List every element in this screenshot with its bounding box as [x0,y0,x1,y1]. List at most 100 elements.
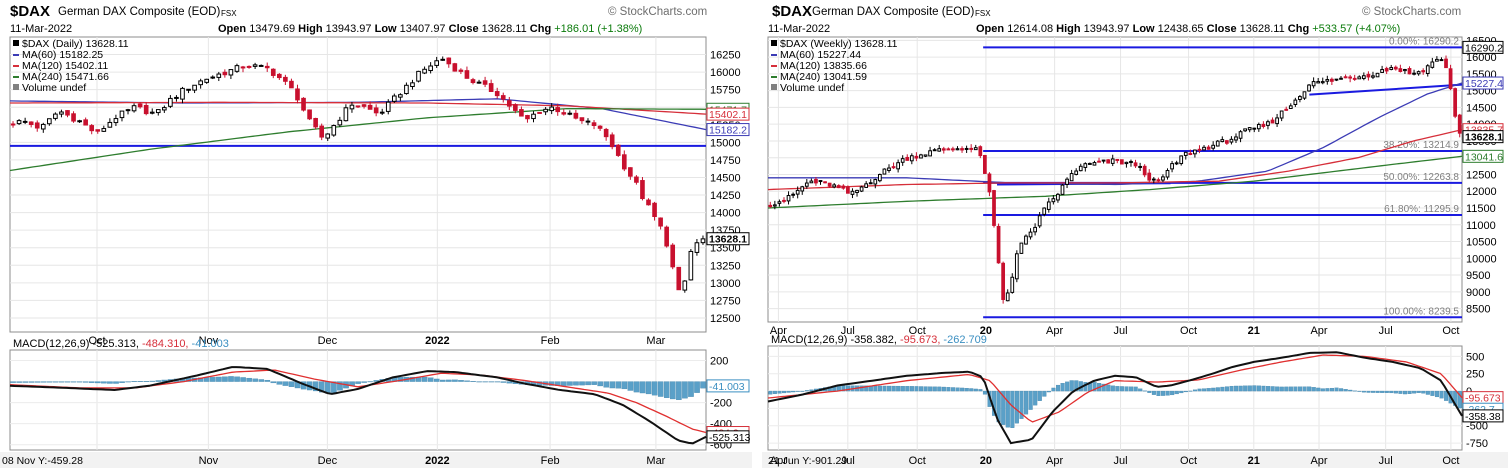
candle [791,192,795,199]
candle [240,65,246,73]
candle-body [1042,207,1047,215]
y-tick-label: 16000 [710,67,741,79]
candle [549,103,554,115]
macd-histogram-bar [1151,390,1156,395]
candle [1234,133,1238,143]
macd-histogram-bar [1357,390,1362,392]
candle [800,185,805,195]
candle [567,110,573,116]
candle [258,64,264,67]
candle-body [367,104,373,110]
candle-body [1206,146,1211,150]
macd-histogram-bar [1389,390,1394,394]
candle [1211,141,1216,151]
macd-histogram-bar [688,381,694,397]
panel-divider [754,0,760,470]
macd-histogram-bar [891,385,896,392]
macd-histogram-bar [1069,380,1074,392]
value-tag [1462,40,1504,54]
candle-body [1457,114,1462,134]
macd-histogram-bar [1256,385,1261,392]
macd-histogram-bar [1129,386,1134,392]
candle-body [1430,61,1435,68]
macd-histogram-bar [361,381,367,383]
macd-histogram-bar [482,381,488,383]
brand-watermark[interactable]: © StockCharts.com [1362,6,1462,18]
candle-body [452,63,458,72]
macd-histogram-bar [932,386,937,392]
macd-histogram-bar [52,381,59,383]
x-tick-label: Oct [1180,325,1197,337]
candle [53,112,58,121]
candle-body [264,65,270,69]
candle-body [1170,163,1174,170]
candle-body [59,111,64,115]
candle [1010,273,1015,294]
candle [525,114,530,123]
value-tag [1462,76,1504,90]
fib-label: 0.00%: 16290.2 [1389,36,1459,47]
brand-watermark[interactable]: © StockCharts.com [608,6,708,18]
macd-histogram-bar [494,381,501,383]
candle [1078,163,1083,172]
macd-histogram-bar [1005,390,1010,428]
macd-histogram-bar [1325,388,1330,392]
candle [850,188,855,199]
open-label: Open [976,23,1005,35]
candle [331,124,337,137]
candle-body [1174,162,1179,165]
macd-x-tick-label: Oct [909,455,926,467]
candle-body [349,104,355,110]
macd-histogram-bar [645,381,652,395]
value-tag-label: 15402.1 [709,109,747,121]
right-chart-svg[interactable]: 1650016000155001500014500140001350013000… [762,0,1508,470]
candle [951,146,955,152]
symbol-name: German DAX Composite (EOD) [812,6,975,18]
macd-histogram-bar [1192,389,1198,392]
candle [1051,195,1056,205]
macd-histogram-bar [76,381,83,383]
candle-body [331,125,337,136]
candle [1042,207,1047,217]
candle [882,168,887,175]
candle [137,102,143,109]
macd-histogram-bar [800,390,805,392]
macd-histogram-bar [1311,387,1316,392]
candle-body [204,78,210,83]
candle-body [567,112,573,115]
candle [941,146,946,154]
candle [1110,154,1115,167]
candle [131,103,137,113]
candle-body [983,155,987,174]
macd-histogram-bar [567,381,573,386]
candle [519,106,524,117]
y-tick-label: 10500 [1466,237,1497,249]
candle-body [519,109,524,117]
candle-body [555,107,561,113]
y-tick-label: 13250 [710,260,741,272]
candle [361,104,367,109]
macd-histogram-bar [1247,385,1252,392]
candle-body [1270,119,1275,124]
candle-body [900,158,905,163]
candle-body [791,193,795,196]
macd-histogram-bar [603,381,610,388]
macd-histogram-bar [1252,385,1257,392]
candle-body [319,125,325,138]
candle [1161,174,1165,183]
candle [1302,91,1307,100]
y-tick-label: 10000 [1466,253,1497,265]
candle-body [823,181,827,184]
macd-histogram-bar [909,386,914,392]
candle [198,78,203,89]
value-tag-label: 16290.2 [1465,42,1503,54]
candle [95,129,101,134]
macd-histogram-bar [506,381,513,384]
candle-body [1001,262,1006,300]
candle-body [937,148,942,152]
candle-body [228,69,234,76]
candle-body [240,66,246,69]
candle [1448,64,1453,91]
candle [682,280,688,293]
left-chart-svg[interactable]: 1625016000157501550015250150001475014500… [0,0,752,470]
